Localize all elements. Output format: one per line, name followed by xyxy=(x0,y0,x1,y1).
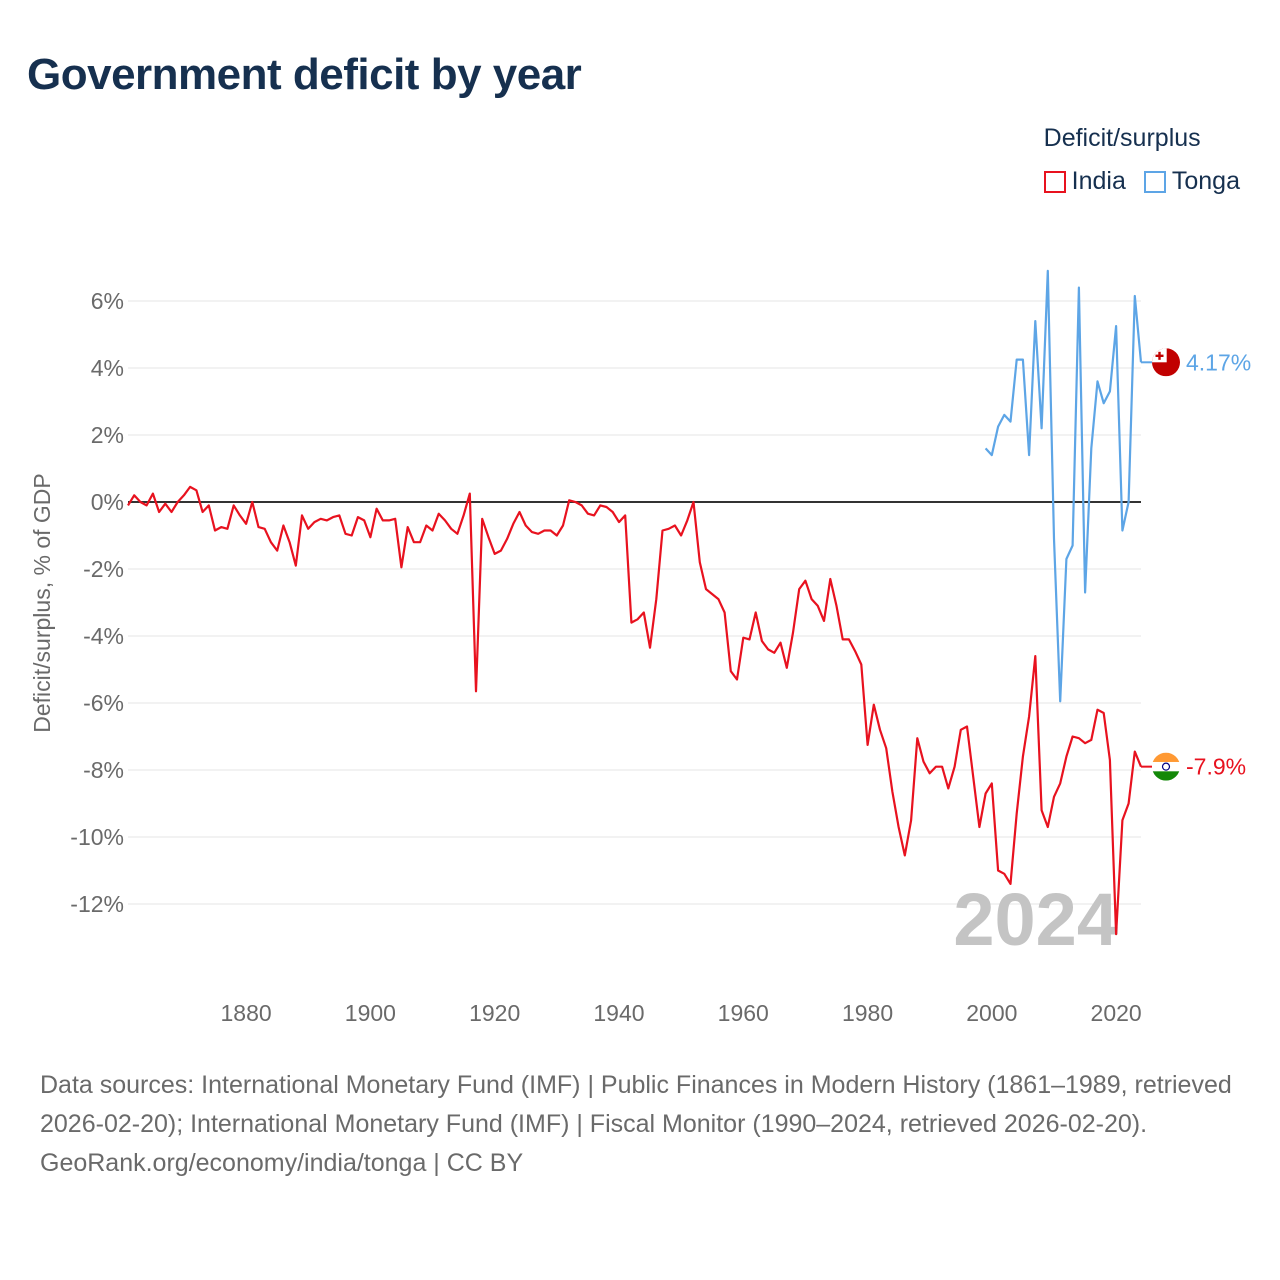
legend-item-tonga[interactable]: Tonga xyxy=(1143,167,1240,196)
footer: Data sources: International Monetary Fun… xyxy=(40,1066,1240,1183)
y-axis-ticks: 6% 4% 2% 0% -2% -4% -6% -8% -10% -12% xyxy=(70,288,124,917)
gridlines xyxy=(128,300,1141,905)
credit-link[interactable]: GeoRank.org/economy/india/tonga | CC BY xyxy=(40,1149,524,1177)
series-line-tonga[interactable] xyxy=(984,269,1143,703)
legend-swatch-india xyxy=(1043,170,1066,193)
y-tick-label: 6% xyxy=(91,288,124,314)
x-tick-label: 2000 xyxy=(966,1000,1017,1026)
data-sources: Data sources: International Monetary Fun… xyxy=(40,1071,1232,1138)
y-tick-label: 4% xyxy=(91,355,124,381)
x-tick-label: 1980 xyxy=(842,1000,893,1026)
x-tick-label: 1900 xyxy=(345,1000,396,1026)
y-tick-label: -10% xyxy=(70,824,124,850)
legend-title: Deficit/surplus xyxy=(1043,124,1201,152)
x-tick-label: 1960 xyxy=(718,1000,769,1026)
end-markers: -7.9% 4.17% xyxy=(1141,348,1251,781)
legend-label-tonga: Tonga xyxy=(1171,167,1240,195)
flag-india-icon xyxy=(1152,752,1180,781)
y-tick-label: 2% xyxy=(91,422,124,448)
y-tick-label: -4% xyxy=(83,623,124,649)
x-tick-label: 1880 xyxy=(220,1000,271,1026)
y-axis-label: Deficit/surplus, % of GDP xyxy=(29,473,55,732)
legend: Deficit/surplus India Tonga xyxy=(1043,124,1240,196)
x-axis-ticks: 1880 1900 1920 1940 1960 1980 2000 2020 xyxy=(220,1000,1141,1026)
year-watermark: 2024 xyxy=(953,878,1118,961)
x-tick-label: 1920 xyxy=(469,1000,520,1026)
x-tick-label: 2020 xyxy=(1091,1000,1142,1026)
y-tick-label: 0% xyxy=(91,489,124,515)
legend-label-india: India xyxy=(1071,167,1126,195)
legend-item-india[interactable]: India xyxy=(1043,167,1126,196)
line-chart: 6% 4% 2% 0% -2% -4% -6% -8% -10% -12% 1880 1900 192… xyxy=(29,269,1251,1026)
y-tick-label: -8% xyxy=(83,757,124,783)
series-line-india[interactable] xyxy=(127,485,1143,936)
x-tick-label: 1940 xyxy=(593,1000,644,1026)
legend-swatch-tonga xyxy=(1143,170,1166,193)
flag-tonga-icon xyxy=(1152,348,1180,377)
chart-title: Government deficit by year xyxy=(27,50,582,99)
series-lines xyxy=(127,269,1143,936)
y-tick-label: -6% xyxy=(83,690,124,716)
y-tick-label: -12% xyxy=(70,891,124,917)
end-label-tonga: 4.17% xyxy=(1186,349,1251,375)
end-label-india: -7.9% xyxy=(1186,754,1246,780)
y-tick-label: -2% xyxy=(83,556,124,582)
